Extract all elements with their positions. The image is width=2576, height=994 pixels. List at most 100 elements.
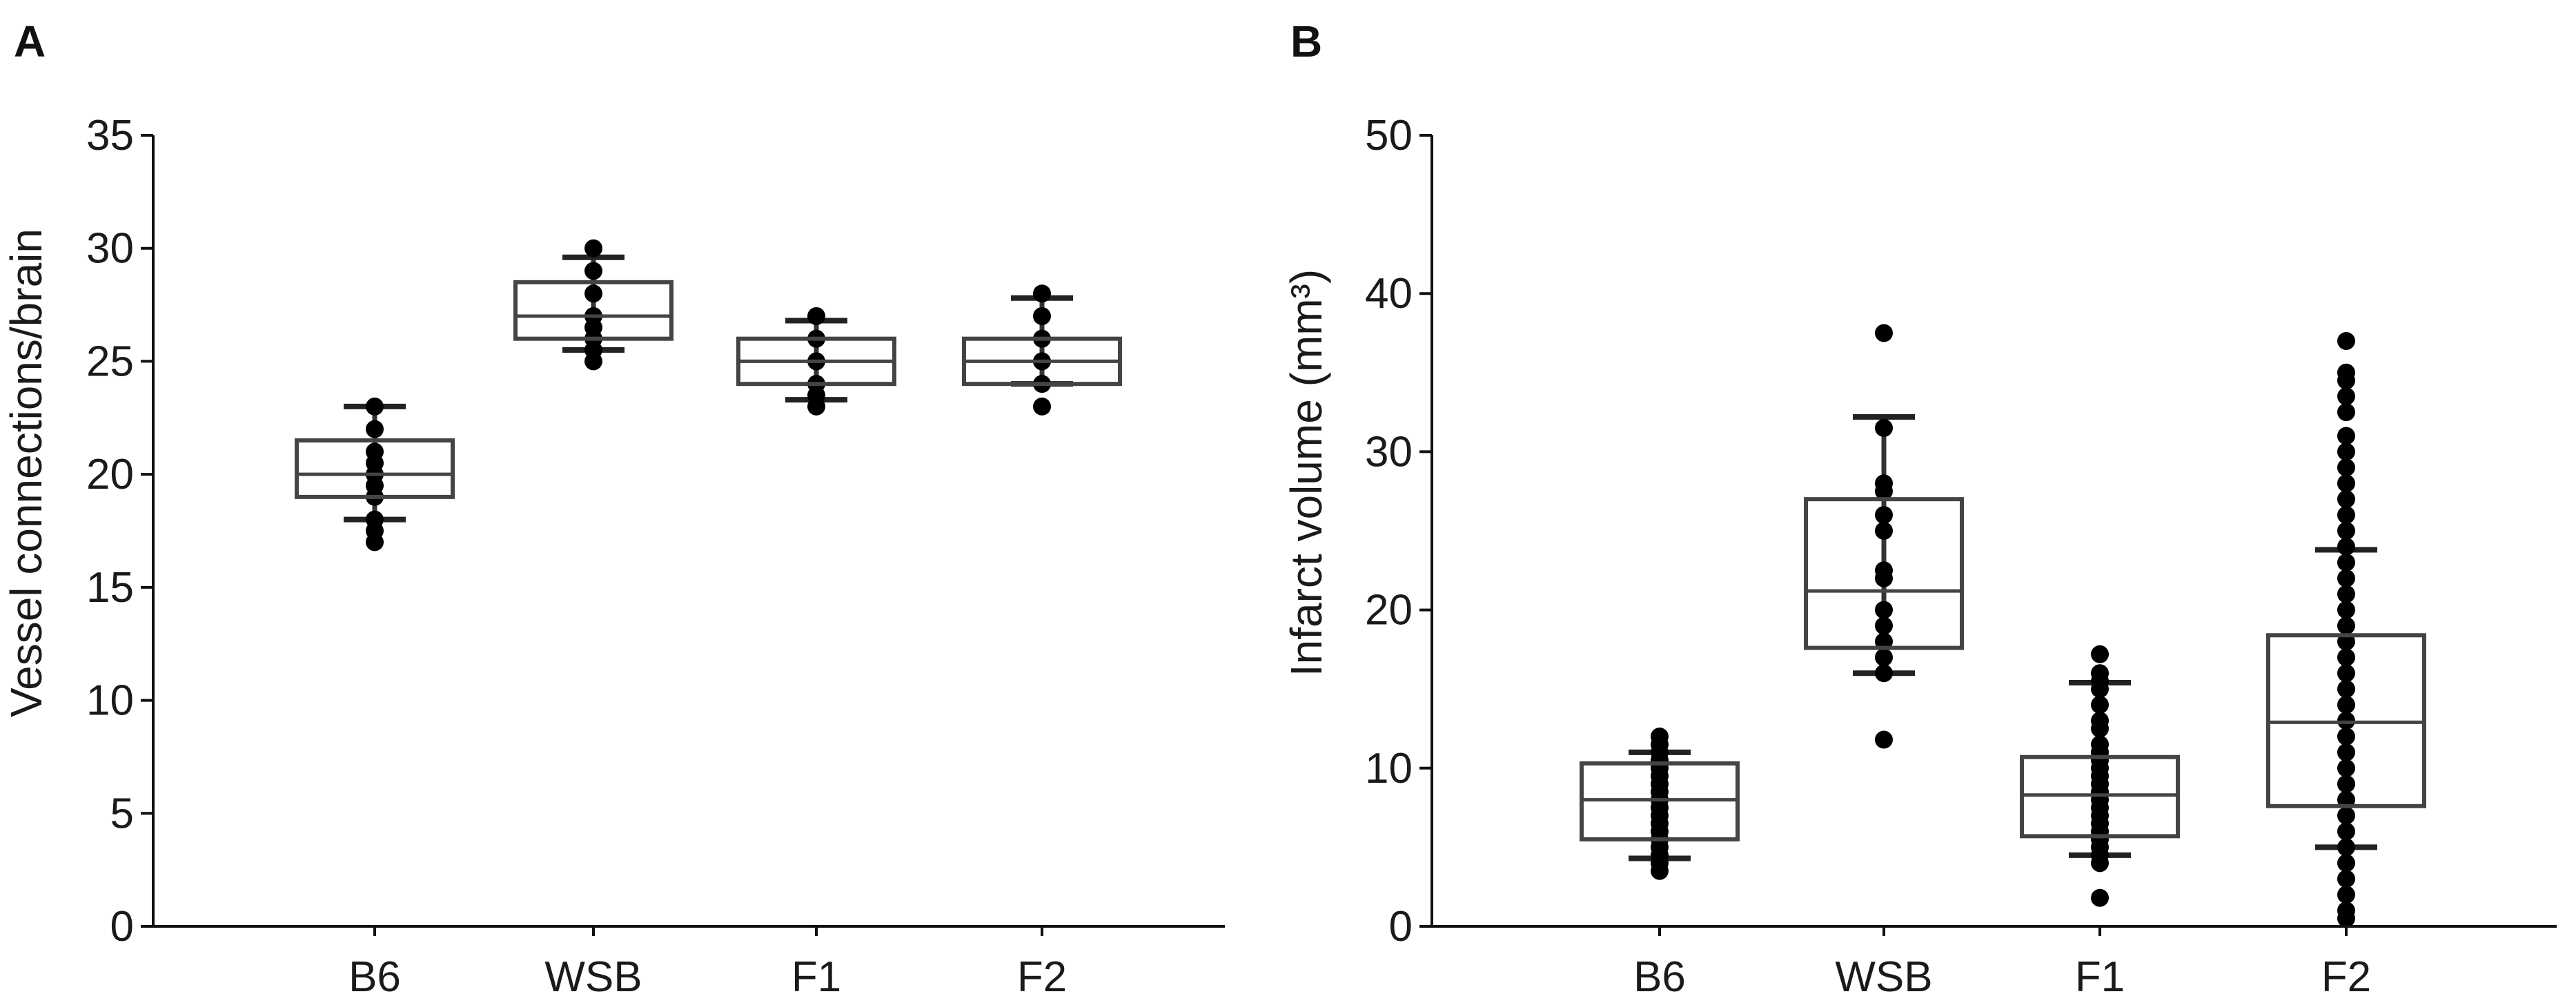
x-category-label-a-0: B6	[348, 953, 401, 994]
data-point	[1875, 474, 1893, 493]
data-point	[2337, 664, 2355, 683]
data-point	[584, 284, 602, 303]
data-point	[1875, 506, 1893, 525]
x-categories-a: B6 WSB F1 F2	[348, 926, 1067, 994]
data-point	[2337, 601, 2355, 619]
data-point	[2337, 648, 2355, 667]
y-tick-label-a-6: 30	[86, 225, 134, 273]
boxplot-a-f1	[736, 306, 896, 416]
data-point	[1033, 397, 1051, 416]
data-point	[366, 510, 384, 529]
data-point	[2337, 838, 2355, 857]
boxplot-b-f2	[2266, 331, 2426, 928]
data-point	[2337, 506, 2355, 525]
data-point	[807, 306, 825, 325]
x-category-label-b-2: F1	[2075, 953, 2125, 994]
data-point	[2337, 522, 2355, 540]
y-tick-label-a-7: 35	[86, 112, 134, 159]
y-axis-title-b: Infarct volume (mm³)	[1281, 269, 1331, 676]
y-ticks-b: 0 10 20 30 40 50	[1365, 112, 1432, 951]
data-point	[2337, 727, 2355, 746]
y-ticks-a: 0 5 10 15 20 25 30 35	[86, 112, 153, 951]
x-category-label-b-0: B6	[1633, 953, 1686, 994]
data-point	[2337, 774, 2355, 793]
data-point	[2337, 474, 2355, 493]
data-point	[2337, 490, 2355, 509]
data-point	[1875, 730, 1893, 749]
y-tick-label-a-2: 10	[86, 677, 134, 725]
data-point	[366, 442, 384, 461]
data-point	[366, 420, 384, 438]
data-point	[1875, 419, 1893, 438]
data-point	[584, 239, 602, 257]
box-iqr	[295, 438, 455, 499]
y-tick-label-b-5: 50	[1365, 112, 1413, 159]
panel-label-a: A	[14, 17, 46, 66]
y-tick-label-a-0: 0	[110, 903, 134, 951]
data-point	[2337, 331, 2355, 350]
data-point	[1875, 324, 1893, 342]
x-category-label-b-1: WSB	[1835, 953, 1932, 994]
data-point	[2337, 403, 2355, 422]
data-point	[2337, 442, 2355, 461]
data-point	[1875, 648, 1893, 667]
data-point	[2337, 363, 2355, 382]
boxplot-b-wsb	[1804, 324, 1964, 749]
data-point	[1651, 727, 1669, 746]
panel-label-b: B	[1290, 17, 1322, 66]
data-point	[2337, 458, 2355, 477]
data-point	[2337, 759, 2355, 777]
data-point	[1875, 616, 1893, 635]
data-point	[1875, 561, 1893, 580]
data-point	[1033, 306, 1051, 325]
data-point	[2337, 537, 2355, 556]
data-point	[2091, 888, 2109, 907]
y-axis-title-a: Vessel connections/brain	[1, 228, 51, 717]
y-tick-label-a-1: 5	[110, 790, 134, 837]
data-point	[2337, 696, 2355, 714]
data-point	[2337, 569, 2355, 587]
boxplot-b-f1	[2020, 645, 2180, 907]
data-point	[2091, 735, 2109, 754]
data-point	[2337, 870, 2355, 888]
box-iqr	[513, 280, 674, 341]
y-tick-label-b-3: 30	[1365, 428, 1413, 476]
data-point	[2337, 680, 2355, 699]
boxplot-a-f2	[962, 284, 1122, 416]
boxplot-b-b6	[1580, 727, 1740, 880]
boxplots-a	[295, 239, 1122, 552]
y-tick-label-a-5: 25	[86, 338, 134, 385]
x-category-label-b-3: F2	[2321, 953, 2371, 994]
data-point	[2337, 886, 2355, 904]
y-tick-label-b-4: 40	[1365, 270, 1413, 318]
data-point	[1875, 664, 1893, 683]
panel-a: A Vessel connections/brain 0 5 10 15 20 25 30 3…	[1, 17, 1225, 994]
x-category-label-a-3: F2	[1017, 953, 1067, 994]
data-point	[1875, 601, 1893, 619]
x-category-label-a-1: WSB	[544, 953, 642, 994]
box-iqr	[1804, 497, 1964, 650]
data-point	[2091, 645, 2109, 663]
data-point	[2337, 427, 2355, 445]
y-tick-label-b-1: 10	[1365, 745, 1413, 792]
y-tick-label-a-4: 20	[86, 451, 134, 498]
x-categories-b: B6 WSB F1 F2	[1633, 926, 2371, 994]
data-point	[2337, 806, 2355, 825]
y-tick-label-a-3: 15	[86, 564, 134, 612]
data-point	[584, 262, 602, 280]
boxplots-b	[1580, 324, 2426, 928]
x-category-label-a-2: F1	[792, 953, 841, 994]
data-point	[2091, 712, 2109, 730]
boxplot-a-wsb	[513, 239, 674, 371]
data-point	[1875, 522, 1893, 540]
data-point	[2337, 387, 2355, 406]
data-point	[2337, 553, 2355, 572]
y-tick-label-b-0: 0	[1389, 903, 1413, 951]
data-point	[2091, 664, 2109, 683]
data-point	[2337, 616, 2355, 635]
data-point	[2337, 822, 2355, 841]
data-point	[2091, 696, 2109, 714]
data-point	[2337, 743, 2355, 761]
data-point	[2337, 902, 2355, 920]
